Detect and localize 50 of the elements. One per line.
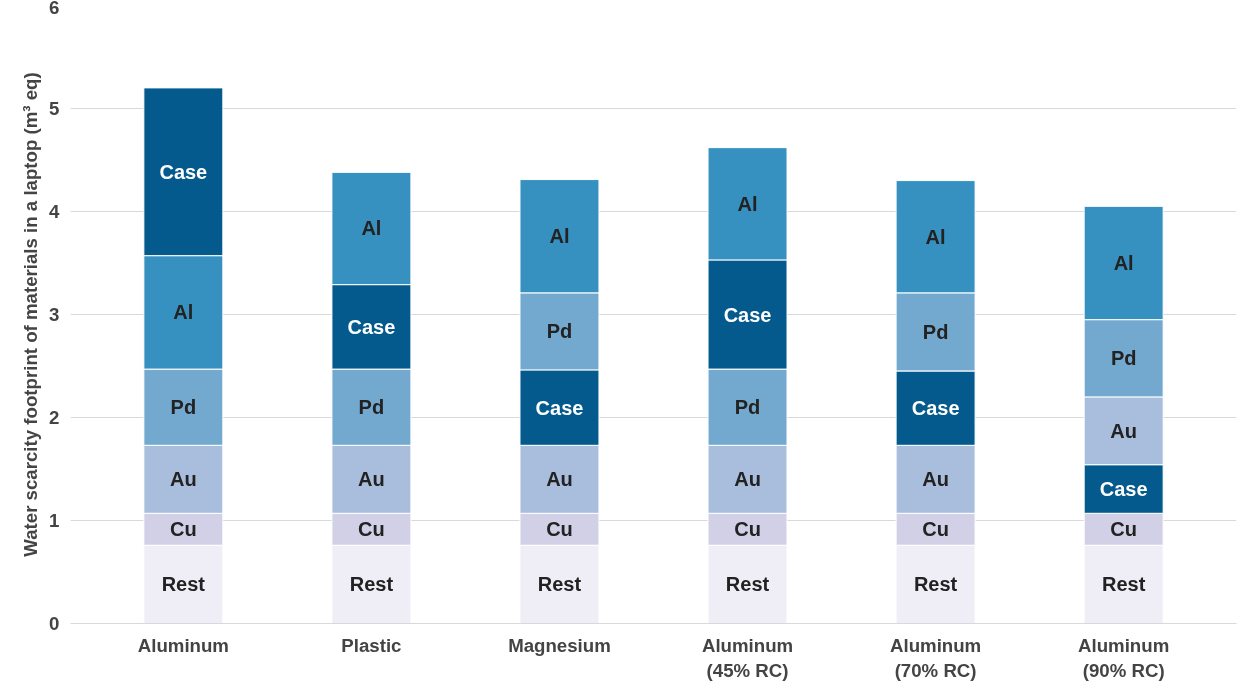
- text: Case: [911, 397, 960, 420]
- x-tick-label: Aluminum (45% RC): [701, 634, 794, 681]
- x-tick-label: Aluminum: [137, 634, 229, 656]
- text: Pd: [170, 396, 197, 419]
- text: Au: [1110, 419, 1137, 442]
- text: Cu: [922, 518, 949, 541]
- text: Pd: [734, 396, 761, 419]
- text: Al: [549, 225, 570, 248]
- text: Cu: [546, 518, 573, 541]
- series-label: Al: [361, 217, 382, 240]
- text: Case: [159, 160, 208, 183]
- text: Au: [922, 468, 949, 491]
- text: Au: [358, 468, 385, 491]
- x-tick-label: Aluminum (70% RC): [889, 634, 982, 681]
- text: Al: [737, 192, 758, 215]
- text: Rest: [349, 573, 394, 596]
- y-tick-label: 6: [49, 0, 60, 18]
- text: Rest: [725, 573, 770, 596]
- text: Cu: [358, 518, 385, 541]
- text: Au: [546, 468, 573, 491]
- text: Pd: [546, 320, 573, 343]
- series-label: Pd: [1110, 347, 1137, 370]
- text: Rest: [537, 573, 582, 596]
- text: Pd: [922, 321, 949, 344]
- y-tick-label: 5: [49, 98, 60, 119]
- series-label: Au: [170, 468, 197, 491]
- y-axis-title: Water scarcity footprint of materials in a laptop (m³ eq): [20, 72, 42, 557]
- text: Rest: [913, 573, 958, 596]
- series-label: Cu: [170, 518, 197, 541]
- series-label: Rest: [1101, 573, 1146, 596]
- text: Al: [1113, 252, 1134, 274]
- text: Case: [347, 315, 396, 338]
- y-tick-label: 2: [49, 407, 60, 428]
- y-tick-label: 3: [49, 304, 60, 325]
- text: Au: [734, 468, 761, 491]
- y-tick-label: 0: [49, 613, 60, 634]
- x-tick-label: Magnesium: [508, 634, 611, 656]
- text: Case: [723, 303, 772, 326]
- text: Rest: [161, 573, 206, 596]
- x-tick-label: Aluminum (90% RC): [1078, 634, 1170, 681]
- x-tick-label: Plastic: [341, 634, 402, 656]
- series-label: Case: [1099, 478, 1148, 501]
- text: Case: [535, 396, 584, 419]
- text: Pd: [358, 396, 385, 419]
- text: Al: [173, 301, 194, 324]
- text: Cu: [1110, 518, 1137, 541]
- text: Cu: [734, 518, 761, 541]
- y-tick-label: 1: [49, 510, 60, 531]
- y-tick-label: 4: [49, 201, 61, 222]
- text: Al: [925, 225, 946, 248]
